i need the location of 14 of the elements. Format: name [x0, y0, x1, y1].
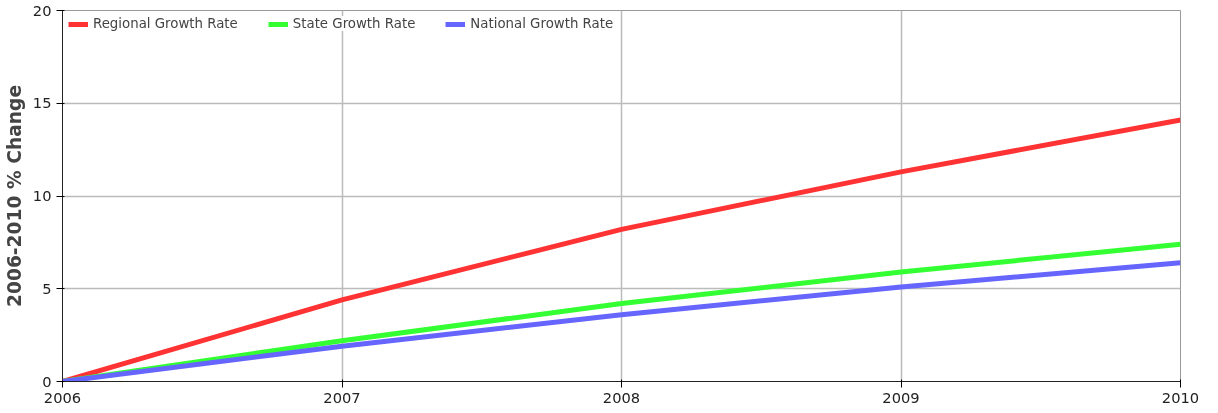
x-tick-label: 2008 — [602, 388, 641, 406]
y-tick-label: 10 — [32, 187, 52, 204]
y-tick-label: 5 — [42, 279, 52, 297]
legend-label: National Growth Rate — [470, 16, 614, 31]
legend-label: State Growth Rate — [292, 16, 416, 31]
x-tick-label: 2006 — [43, 388, 82, 406]
x-tick-label: 2009 — [882, 388, 920, 406]
y-tick-label: 20 — [32, 1, 52, 19]
x-tick-label: 2010 — [1161, 388, 1200, 406]
y-tick-label: 15 — [32, 94, 52, 112]
y-axis-title: 2006-2010 % Change — [3, 84, 25, 308]
legend-label: Regional Growth Rate — [93, 16, 238, 31]
x-tick-label: 2007 — [323, 388, 361, 406]
y-tick-label: 0 — [42, 372, 52, 390]
